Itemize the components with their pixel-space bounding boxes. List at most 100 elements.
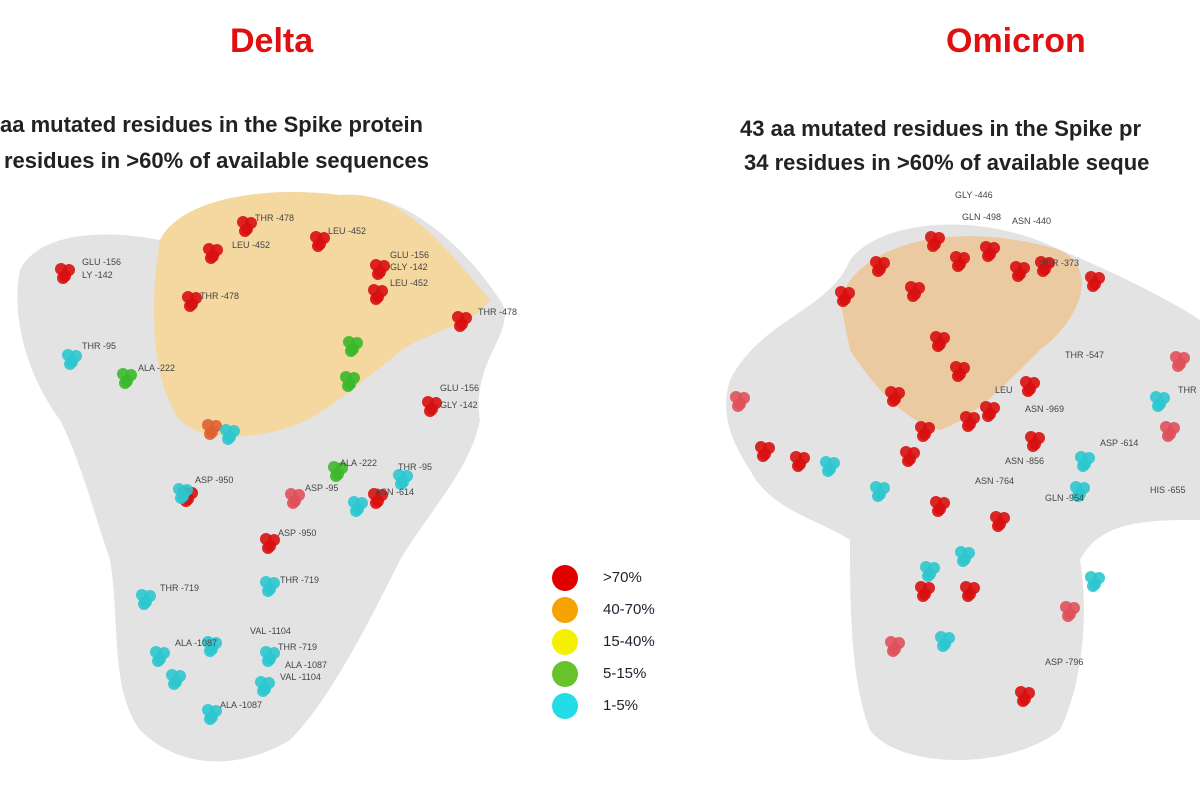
legend-swatch: [552, 661, 578, 687]
residue-atom: [1022, 385, 1034, 397]
residue-atom: [962, 590, 974, 602]
legend-label: 15-40%: [603, 633, 655, 650]
delta-residue-label: ASN -614: [375, 487, 414, 497]
legend-label: 5-15%: [603, 665, 647, 682]
residue-atom: [887, 645, 899, 657]
residue-atom: [342, 380, 354, 392]
delta-residue-label: GLY -142: [440, 400, 478, 410]
delta-residue-label: THR -719: [160, 583, 199, 593]
residue-atom: [982, 410, 994, 422]
residue-atom: [907, 290, 919, 302]
residue-atom: [1172, 360, 1184, 372]
residue-atom: [1012, 270, 1024, 282]
residue-atom: [119, 377, 131, 389]
residue-atom: [1037, 265, 1049, 277]
delta-residue-label: VAL -1104: [250, 626, 291, 636]
delta-subtitle-line1: aa mutated residues in the Spike protein: [0, 112, 423, 137]
residue-atom: [732, 400, 744, 412]
residue-atom: [262, 585, 274, 597]
residue-atom: [395, 478, 407, 490]
residue-atom: [887, 395, 899, 407]
delta-residue-label: THR -95: [398, 462, 432, 472]
legend-label: 1-5%: [603, 697, 639, 714]
residue-atom: [222, 433, 234, 445]
residue-atom: [262, 542, 274, 554]
delta-spike-protein: [17, 192, 505, 762]
delta-residue-label: LEU -452: [328, 226, 366, 236]
residue-atom: [64, 358, 76, 370]
delta-residue-label: ALA -222: [138, 363, 175, 373]
residue-atom: [205, 252, 217, 264]
omicron-residue-label: ASP -614: [1100, 438, 1138, 448]
residue-atom: [952, 370, 964, 382]
residue-atom: [1152, 400, 1164, 412]
legend-label: 40-70%: [603, 601, 655, 618]
residue-atom: [872, 490, 884, 502]
delta-residue-label: THR -719: [278, 642, 317, 652]
residue-atom: [350, 505, 362, 517]
delta-residue-label: GLU -156: [390, 250, 429, 260]
residue-atom: [370, 293, 382, 305]
delta-residue-label: LEU -452: [390, 278, 428, 288]
omicron-residue-label: ASN -440: [1012, 216, 1051, 226]
omicron-title: Omicron: [946, 22, 1086, 60]
residue-atom: [57, 272, 69, 284]
residue-atom: [1072, 490, 1084, 502]
delta-residue-label: ALA -1087: [175, 638, 217, 648]
delta-residue-label: VAL -1104: [280, 672, 321, 682]
residue-atom: [932, 340, 944, 352]
delta-residue-label: ALA -222: [340, 458, 377, 468]
residue-atom: [287, 497, 299, 509]
delta-residue-label: GLU -156: [440, 383, 479, 393]
omicron-residue-label: THR -547: [1065, 350, 1104, 360]
residue-atom: [1162, 430, 1174, 442]
omicron-subtitle-line1: 43 aa mutated residues in the Spike pr: [740, 116, 1142, 141]
residue-atom: [1062, 610, 1074, 622]
legend-swatch: [552, 565, 578, 591]
delta-subtitle-line2: residues in >60% of available sequences: [4, 148, 429, 173]
residue-atom: [204, 713, 216, 725]
omicron-residue-label: GLN -954: [1045, 493, 1084, 503]
residue-atom: [372, 268, 384, 280]
residue-atom: [239, 225, 251, 237]
delta-residue-label: ALA -1087: [285, 660, 327, 670]
residue-atom: [982, 250, 994, 262]
delta-residue-label: THR -719: [280, 575, 319, 585]
omicron-spike-protein: [726, 224, 1200, 761]
residue-atom: [917, 430, 929, 442]
residue-atom: [1087, 280, 1099, 292]
residue-atom: [932, 505, 944, 517]
residue-atom: [152, 655, 164, 667]
residue-atom: [952, 260, 964, 272]
residue-atom: [454, 320, 466, 332]
residue-atom: [345, 345, 357, 357]
omicron-residue-label: ASP -796: [1045, 657, 1083, 667]
residue-atom: [204, 645, 216, 657]
omicron-subtitle-line2: 34 residues in >60% of available seque: [744, 150, 1150, 175]
residue-atom: [262, 655, 274, 667]
legend-swatch: [552, 597, 578, 623]
delta-residue-label: THR -478: [200, 291, 239, 301]
residue-atom: [312, 240, 324, 252]
residue-atom: [257, 685, 269, 697]
omicron-residue-label: ASN -969: [1025, 404, 1064, 414]
delta-residue-label: THR -95: [82, 341, 116, 351]
residue-atom: [330, 470, 342, 482]
delta-residue-label: GLU -156: [82, 257, 121, 267]
omicron-residue-label: GLY -446: [955, 190, 993, 200]
delta-residue-label: THR -478: [255, 213, 294, 223]
residue-atom: [872, 265, 884, 277]
omicron-residue-label: HIS -655: [1150, 485, 1186, 495]
residue-atom: [1017, 695, 1029, 707]
legend-swatch: [552, 693, 578, 719]
residue-atom: [757, 450, 769, 462]
delta-residue-label: LEU -452: [232, 240, 270, 250]
residue-atom: [184, 300, 196, 312]
delta-residue-label: ASP -95: [305, 483, 338, 493]
residue-atom: [837, 295, 849, 307]
residue-atom: [1087, 580, 1099, 592]
residue-atom: [902, 455, 914, 467]
residue-atom: [992, 520, 1004, 532]
delta-residue-label: THR -478: [478, 307, 517, 317]
